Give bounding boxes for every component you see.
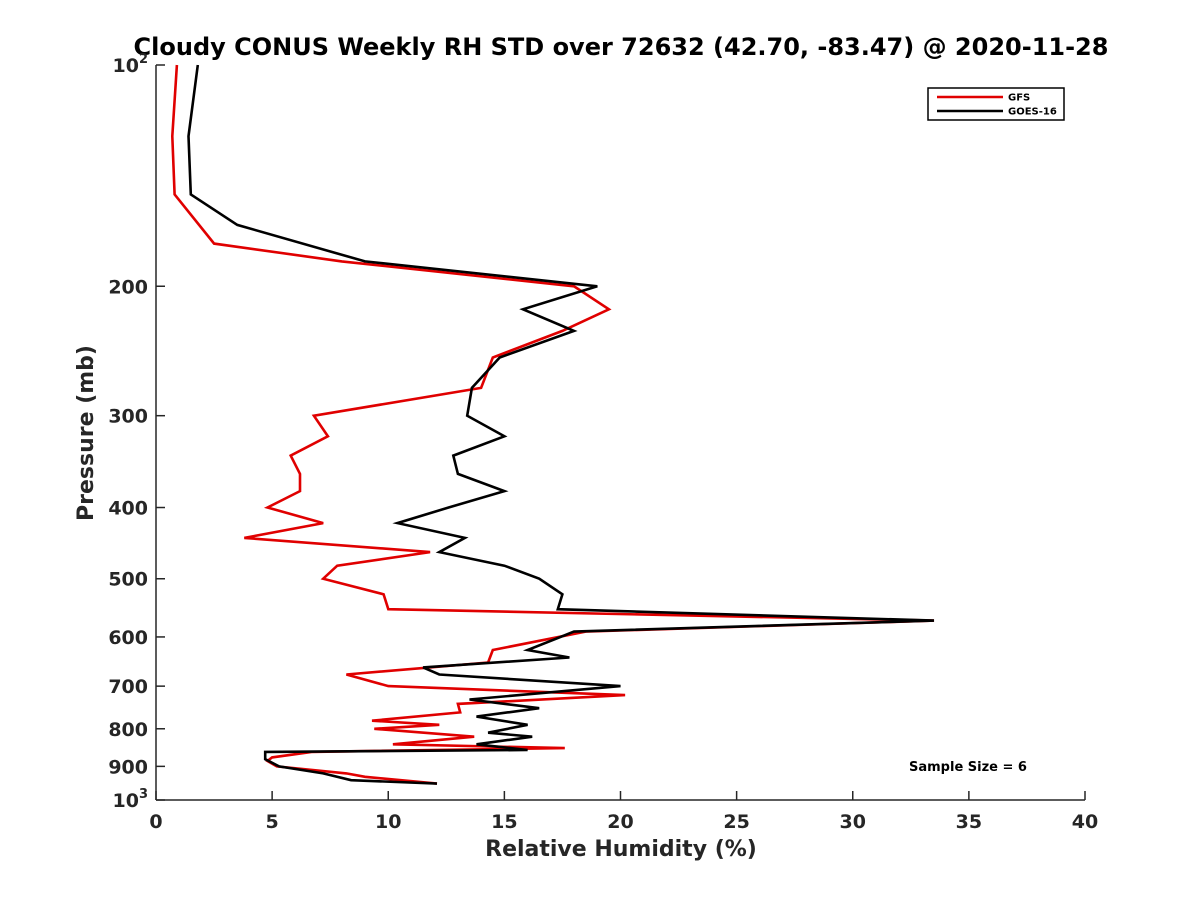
y-tick-label: 400 (108, 498, 148, 520)
series-line-goes-16 (187, 64, 935, 785)
x-axis-label: Relative Humidity (%) (485, 837, 757, 862)
x-tick-label: 15 (491, 811, 517, 833)
series-lines (170, 64, 935, 785)
y-tick-label: 200 (108, 276, 148, 298)
y-tick-label: 700 (108, 676, 148, 698)
sample-size-annotation: Sample Size = 6 (909, 760, 1027, 775)
x-tick-label: 20 (607, 811, 633, 833)
y-tick-label: 102 (113, 52, 149, 77)
x-tick-label: 40 (1072, 811, 1098, 833)
legend-box (927, 87, 1065, 121)
legend: GFS GOES-16 (927, 87, 1065, 121)
legend-label-goes-16: GOES-16 (1008, 107, 1057, 118)
x-tick-label: 0 (149, 811, 162, 833)
x-tick-label: 35 (956, 811, 982, 833)
y-tick-label: 900 (108, 756, 148, 778)
y-tick-label: 103 (113, 787, 149, 812)
x-tick-label: 10 (375, 811, 401, 833)
x-tick-label: 5 (266, 811, 279, 833)
y-tick-label: 600 (108, 627, 148, 649)
plot-area: 0 5 10 15 20 25 30 35 40 102 200 300 400 500 600 700 800… (108, 52, 1098, 833)
ticks: 0 5 10 15 20 25 30 35 40 102 200 300 400 500 600 700 800… (108, 52, 1098, 833)
x-tick-label: 25 (723, 811, 749, 833)
y-tick-label: 500 (108, 569, 148, 591)
y-axis-label: Pressure (mb) (74, 345, 99, 521)
y-tick-label: 800 (108, 719, 148, 741)
chart-title: Cloudy CONUS Weekly RH STD over 72632 (4… (134, 33, 1109, 61)
y-tick-label: 300 (108, 406, 148, 428)
x-tick-label: 30 (840, 811, 866, 833)
legend-label-gfs: GFS (1008, 93, 1030, 104)
